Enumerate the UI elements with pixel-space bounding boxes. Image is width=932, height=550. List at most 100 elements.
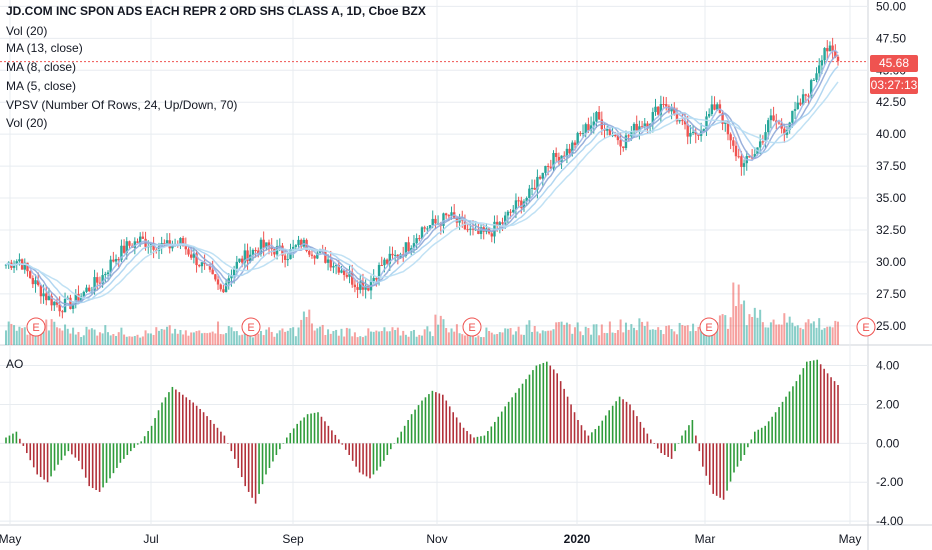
ao-bar [542,362,545,444]
volume-bar [77,331,80,345]
candle-body [211,269,214,275]
candle-body [109,259,112,273]
candle-body [614,135,617,137]
volume-bar [820,329,823,345]
legend-vol-2[interactable]: Vol (20) [6,116,48,130]
ao-bar [500,411,503,444]
volume-bar [182,334,185,345]
candle-body [391,253,394,256]
volume-bar [117,332,120,345]
candle-body [592,121,595,126]
volume-bar [772,319,775,345]
volume-bar [45,319,48,345]
ao-bar [535,365,538,444]
ao-tick-label: 0.00 [876,436,900,450]
volume-bar [353,332,356,345]
candle-body [324,251,327,263]
ma-line [5,81,839,300]
candle-body [380,264,383,266]
volume-bar [144,330,147,345]
ao-bar [251,443,253,498]
volume-bar [233,331,236,345]
volume-bar [587,328,590,345]
candle-body [619,140,622,147]
ao-bar [494,421,496,444]
volume-bar [96,335,99,345]
ao-bar [64,443,66,456]
ao-bar [175,389,177,444]
volume-bar [265,329,268,345]
volume-bar [276,333,279,345]
candle-body [686,124,689,137]
ao-bar [573,412,576,444]
candle-body [681,120,684,122]
ao-bar [220,431,222,444]
candle-body [764,132,767,142]
candle-body [767,120,770,133]
volume-bar [160,328,163,345]
moving-averages [5,49,839,309]
candle-body [208,265,212,270]
volume-bar [396,327,399,345]
time-tick-label: Jul [143,532,158,546]
ao-bar [490,426,493,444]
legend-vol[interactable]: Vol (20) [6,24,48,38]
legend-ma5[interactable]: MA (5, close) [6,79,77,93]
candle-body [557,156,561,163]
legend-vpsv[interactable]: VPSV (Number Of Rows, 24, Up/Down, 70) [6,98,238,112]
last-price-tag: 45.68 [870,55,918,72]
candle-body [297,239,300,246]
ao-bar [376,443,378,471]
ao-bar [161,402,163,444]
volume-bar [756,317,759,345]
ao-bar [802,368,805,444]
candle-body [189,254,193,258]
candle-body [23,262,26,270]
ao-bar [743,443,746,455]
candle-body [345,274,349,277]
ao-bar [577,420,579,444]
candle-body [364,285,367,290]
volume-bar [273,336,276,345]
ao-tick-label: -4.00 [876,514,904,528]
ao-bar [36,443,38,475]
candle-body [235,261,239,269]
volume-bar [174,328,177,345]
ao-bar [57,443,59,465]
candle-body [643,123,646,128]
legend-ma13[interactable]: MA (13, close) [6,41,83,55]
ao-bar [26,443,28,454]
volume-bar [238,335,241,345]
ao-bar [778,407,780,444]
ao-bar [286,437,288,444]
ao-bar [386,443,389,455]
volume-bar [294,336,297,345]
legend-ma8[interactable]: MA (8, close) [6,60,77,74]
ao-bar [396,437,399,444]
volume-bar [565,322,568,345]
volume-bar [531,331,534,345]
volume-bar [818,318,821,345]
ao-bar [837,385,839,444]
ao-bar [445,400,448,444]
ao-bar [341,443,344,445]
candle-body [581,133,585,135]
ao-bar [81,443,84,470]
ao-bar [674,443,676,452]
candle-body [530,187,534,189]
candle-body [117,258,120,261]
candle-body [353,284,357,288]
candle-body [71,303,75,309]
candle-body [372,277,375,282]
ao-bar [60,443,63,461]
ao-bar [292,428,295,444]
volume-bar [208,332,211,345]
volume-bar [115,335,118,345]
candle-body [536,176,539,190]
candle-body [683,120,687,125]
volume-bar [109,335,112,345]
volume-bar [101,333,104,345]
volume-bar [361,337,364,345]
